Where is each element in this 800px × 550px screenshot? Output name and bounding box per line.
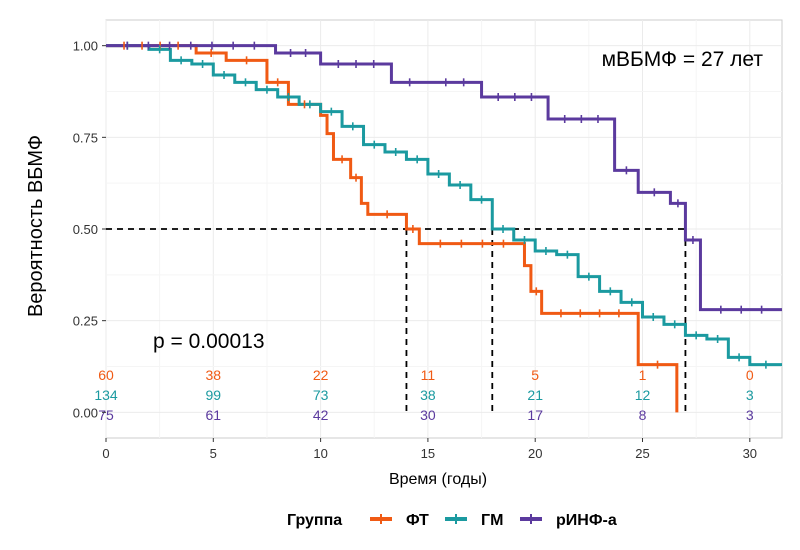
risk-table-cell: 38 xyxy=(420,387,436,403)
risk-table-cell: 5 xyxy=(531,367,539,383)
series-line-3 xyxy=(106,44,782,312)
risk-table-cell: 60 xyxy=(98,367,114,383)
risk-table-cell: 21 xyxy=(527,387,543,403)
risk-table-cell: 3 xyxy=(746,407,754,423)
legend: Группа ФТ ГМ рИНФ-а xyxy=(287,512,617,529)
x-tick-label: 20 xyxy=(528,446,542,461)
risk-table-cell: 22 xyxy=(313,367,329,383)
p-value-annotation: p = 0.00013 xyxy=(153,330,265,353)
risk-table-cell: 61 xyxy=(206,407,222,423)
median-lines xyxy=(106,228,687,413)
risk-table-cell: 1 xyxy=(639,367,647,383)
x-tick-label: 0 xyxy=(102,446,109,461)
x-tick-label: 25 xyxy=(635,446,649,461)
risk-table-cell: 8 xyxy=(639,407,647,423)
y-tick-label: 0.75 xyxy=(73,130,98,145)
y-tick-label: 0.50 xyxy=(73,222,98,237)
median-annotation: мВБМФ = 27 лет xyxy=(602,48,764,71)
y-tick-label: 0.25 xyxy=(73,314,98,329)
x-tick-label: 10 xyxy=(313,446,327,461)
x-axis-title: Время (годы) xyxy=(389,471,487,488)
y-axis-title: Вероятность ВБМФ xyxy=(25,135,47,317)
risk-table-cell: 42 xyxy=(313,407,329,423)
risk-table-cell: 99 xyxy=(206,387,222,403)
legend-title: Группа xyxy=(287,512,342,529)
grid xyxy=(105,20,782,438)
series-line-1 xyxy=(106,44,679,413)
x-tick-label: 5 xyxy=(210,446,217,461)
risk-table-cell: 30 xyxy=(420,407,436,423)
risk-table-cell: 3 xyxy=(746,387,754,403)
risk-table-cell: 38 xyxy=(206,367,222,383)
risk-table-cell: 0 xyxy=(746,367,754,383)
x-tick-label: 30 xyxy=(743,446,757,461)
axes: 0.000.250.500.751.000 5 10 15 20 25 30 xyxy=(73,39,757,461)
legend-label-2: ГМ xyxy=(481,512,503,529)
risk-table-cell: 11 xyxy=(421,367,436,383)
series-lines xyxy=(106,44,782,413)
legend-label-3: рИНФ-а xyxy=(556,512,617,529)
risk-table-cell: 73 xyxy=(313,387,329,403)
risk-table-cell: 17 xyxy=(527,407,543,423)
y-tick-label: 1.00 xyxy=(73,39,98,54)
censor-marks xyxy=(123,41,767,369)
risk-table-cell: 75 xyxy=(98,407,114,423)
risk-table-cell: 12 xyxy=(635,387,651,403)
risk-table-cell: 134 xyxy=(94,387,118,403)
legend-label-1: ФТ xyxy=(406,512,429,529)
x-tick-label: 15 xyxy=(421,446,435,461)
risk-table: 60 38 22 11 5 1 0 134 99 73 38 21 12 3 75 61 42 30 17 8 3 xyxy=(94,367,754,423)
series-line-2 xyxy=(106,44,782,367)
y-tick-label: 0.00 xyxy=(73,405,98,420)
